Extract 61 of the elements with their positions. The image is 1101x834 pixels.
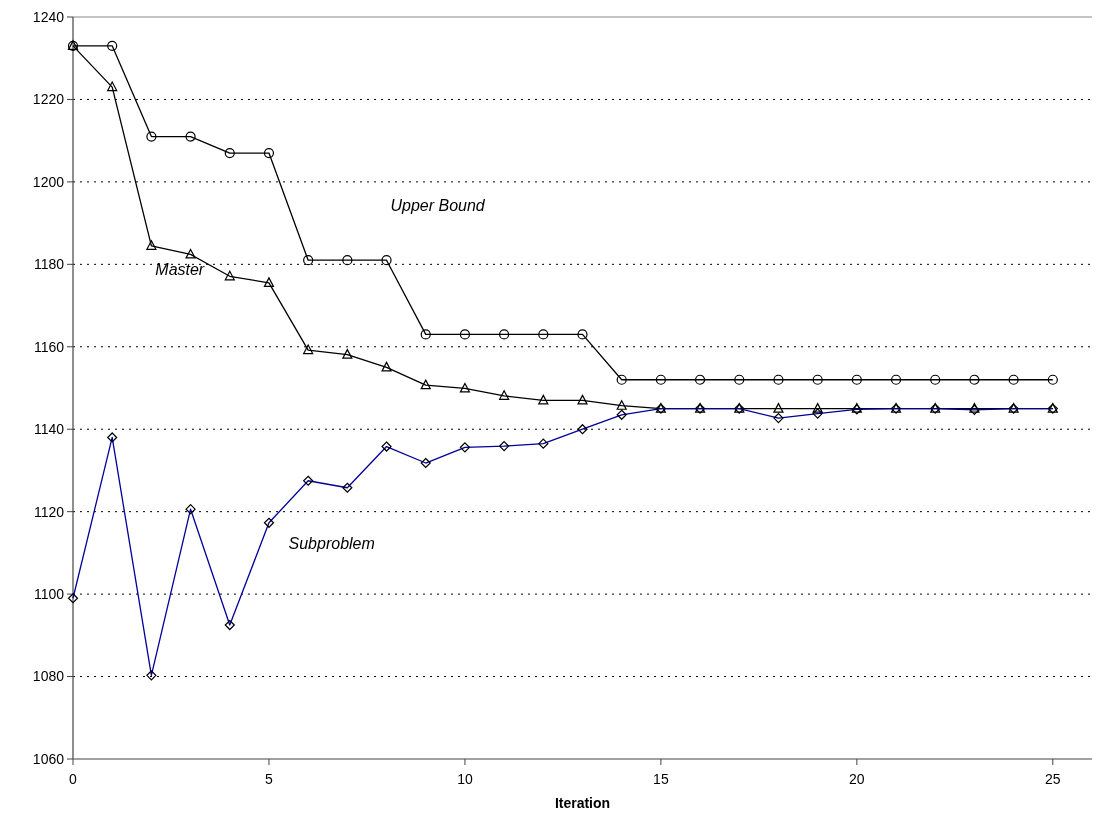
point xyxy=(303,255,314,266)
point xyxy=(263,147,275,159)
point xyxy=(655,374,666,385)
point xyxy=(263,277,275,287)
point xyxy=(420,329,431,340)
point xyxy=(420,379,431,390)
x-tick-label: 0 xyxy=(69,771,78,787)
point xyxy=(577,329,588,340)
point xyxy=(1047,374,1058,385)
y-tick-label: 1200 xyxy=(32,173,65,190)
x-axis-title: Iteration xyxy=(554,795,611,811)
x-tick-label: 10 xyxy=(457,771,473,787)
point xyxy=(185,248,196,259)
text: Upper Bound xyxy=(390,196,486,214)
y-tick-label: 1100 xyxy=(33,586,65,603)
x-tick-label: 20 xyxy=(849,771,865,787)
point xyxy=(694,374,706,385)
point xyxy=(773,403,784,413)
point xyxy=(1008,374,1019,385)
y-tick-label: 1180 xyxy=(33,256,65,273)
y-tick-label: 1080 xyxy=(32,668,65,685)
x-tick-label: 25 xyxy=(1045,771,1061,787)
x-tick-label: 15 xyxy=(653,771,669,787)
point xyxy=(185,131,196,142)
point xyxy=(969,374,980,385)
point xyxy=(538,329,549,340)
point xyxy=(146,131,157,142)
point xyxy=(734,374,745,385)
point xyxy=(224,270,235,281)
point xyxy=(930,374,941,385)
point xyxy=(342,255,353,266)
point xyxy=(812,374,823,385)
point xyxy=(107,81,118,92)
point xyxy=(459,382,471,393)
y-tick-label: 1220 xyxy=(32,91,65,108)
point xyxy=(381,255,392,266)
point xyxy=(499,390,510,400)
point xyxy=(499,329,510,340)
point xyxy=(303,344,314,355)
series-label: Subproblem xyxy=(288,534,375,552)
point xyxy=(538,394,549,405)
x-tick-label: 5 xyxy=(265,771,274,787)
point xyxy=(381,361,392,372)
series-label: Master xyxy=(155,260,205,278)
point xyxy=(342,349,353,359)
point xyxy=(224,147,235,159)
point xyxy=(851,374,862,385)
point xyxy=(890,374,902,385)
y-tick-label: 1160 xyxy=(33,338,65,355)
point xyxy=(773,374,784,385)
y-tick-label: 1120 xyxy=(33,503,65,520)
point xyxy=(107,40,118,51)
point xyxy=(616,400,627,410)
y-tick-label: 1140 xyxy=(33,421,65,438)
point xyxy=(146,240,157,250)
y-tick-label: 1240 xyxy=(32,8,65,25)
point xyxy=(812,403,823,413)
point xyxy=(577,394,588,405)
y-tick-label: 1060 xyxy=(32,750,65,767)
point xyxy=(616,374,627,385)
point xyxy=(459,329,471,340)
